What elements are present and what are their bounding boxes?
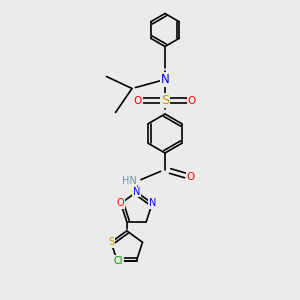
Text: N: N [148, 198, 156, 208]
Text: O: O [134, 95, 142, 106]
Text: O: O [186, 172, 195, 182]
Text: S: S [108, 237, 114, 247]
Text: O: O [188, 95, 196, 106]
Text: O: O [117, 198, 124, 208]
Text: S: S [161, 94, 169, 107]
Text: Cl: Cl [114, 256, 123, 266]
Text: HN: HN [122, 176, 136, 187]
Text: N: N [160, 73, 169, 86]
Text: N: N [133, 187, 140, 197]
